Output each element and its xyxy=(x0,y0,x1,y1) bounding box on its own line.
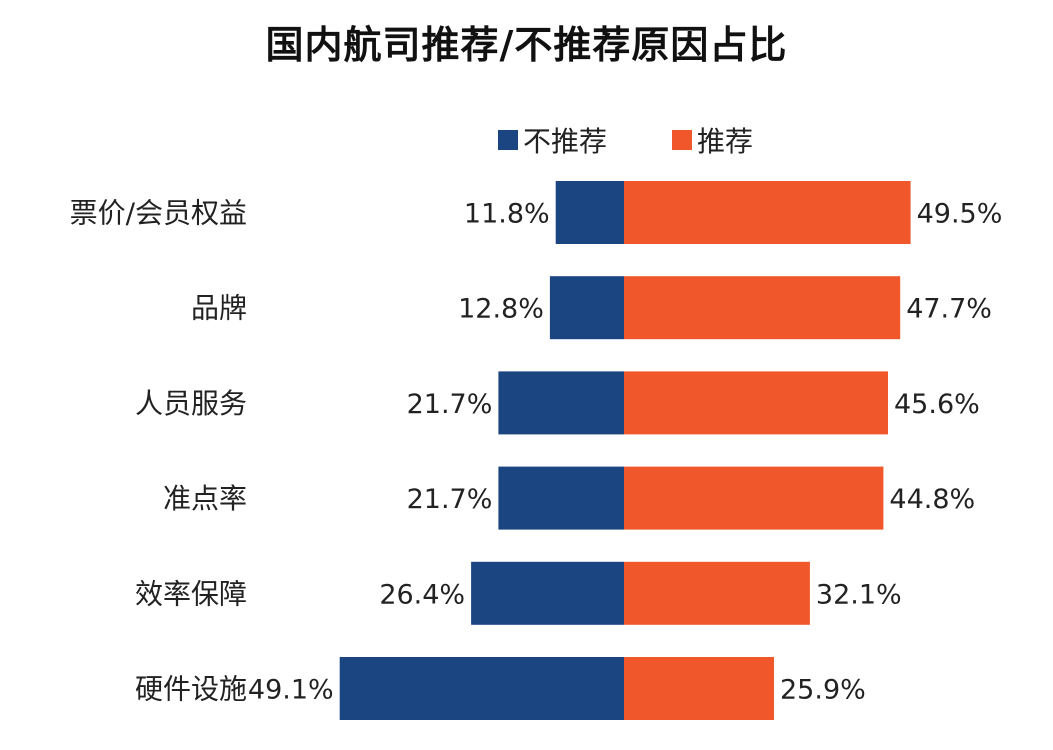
bar-recommend-1 xyxy=(624,276,901,340)
value-label-not-recommend-3: 21.7% xyxy=(407,484,493,515)
category-label-0: 票价/会员权益 xyxy=(70,197,247,230)
value-label-not-recommend-1: 12.8% xyxy=(458,294,544,325)
value-label-recommend-4: 32.1% xyxy=(816,579,902,610)
value-label-not-recommend-4: 26.4% xyxy=(379,579,465,610)
chart-title: 国内航司推荐/不推荐原因占比 xyxy=(265,23,788,67)
category-label-3: 准点率 xyxy=(163,482,247,515)
value-label-recommend-3: 44.8% xyxy=(889,484,975,515)
value-label-recommend-5: 25.9% xyxy=(780,675,866,706)
bar-not-recommend-2 xyxy=(498,371,624,435)
bar-not-recommend-4 xyxy=(471,561,624,625)
bar-recommend-3 xyxy=(624,466,884,530)
category-label-1: 品牌 xyxy=(191,292,247,325)
bars-group xyxy=(339,181,911,720)
legend-label-pos: 推荐 xyxy=(697,125,753,158)
value-label-not-recommend-2: 21.7% xyxy=(407,389,493,420)
value-labels: 11.8% 49.5% 12.8% 47.7% 21.7% 45.6% 21.7% 44.8%… xyxy=(248,199,1002,706)
value-label-not-recommend-5: 49.1% xyxy=(248,675,334,706)
value-label-recommend-1: 47.7% xyxy=(906,294,992,325)
bar-recommend-4 xyxy=(624,561,810,625)
bar-recommend-2 xyxy=(624,371,888,435)
category-label-5: 硬件设施 xyxy=(135,673,247,706)
bar-not-recommend-3 xyxy=(498,466,624,530)
category-label-4: 效率保障 xyxy=(135,577,247,610)
legend: 不推荐 推荐 xyxy=(498,125,753,158)
legend-swatch-pos xyxy=(672,130,692,150)
category-label-2: 人员服务 xyxy=(135,387,247,420)
value-label-not-recommend-0: 11.8% xyxy=(464,199,550,230)
bar-not-recommend-1 xyxy=(549,276,624,340)
bar-not-recommend-5 xyxy=(339,657,624,720)
value-label-recommend-0: 49.5% xyxy=(917,199,1003,230)
bar-recommend-0 xyxy=(624,181,911,244)
legend-swatch-neg xyxy=(498,130,518,150)
bar-not-recommend-0 xyxy=(555,181,624,244)
bar-recommend-5 xyxy=(624,657,774,720)
value-label-recommend-2: 45.6% xyxy=(894,389,980,420)
legend-label-neg: 不推荐 xyxy=(523,125,607,158)
